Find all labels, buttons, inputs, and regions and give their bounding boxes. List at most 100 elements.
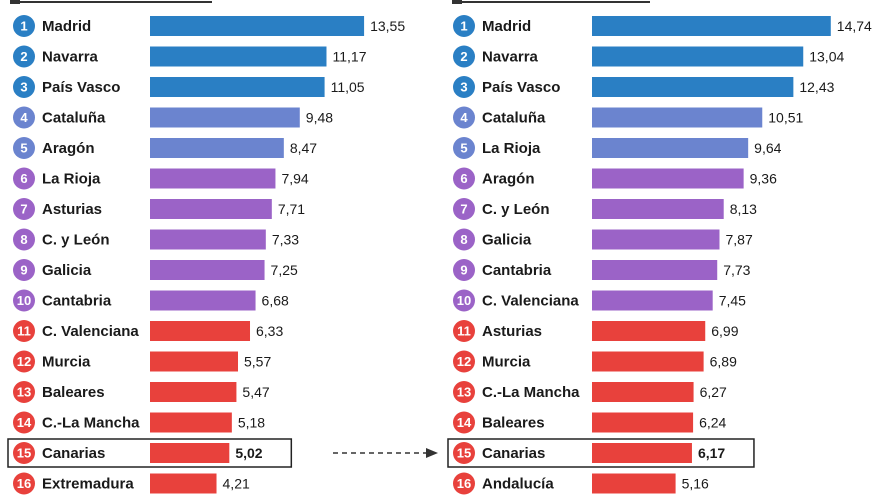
value-label: 6,27 [700,384,727,400]
rank-badge [453,167,475,190]
bar-row: 3 País Vasco 12,43 [453,76,835,98]
bar [592,199,724,219]
bar [592,443,692,463]
rank-number: 8 [20,232,27,247]
region-label: Madrid [42,18,91,35]
rank-number: 14 [17,415,32,430]
value-label: 6,33 [256,323,283,339]
region-label: Galicia [42,262,92,279]
rank-badge [453,137,475,159]
rank-number: 6 [20,171,27,186]
rank-badge [453,381,475,403]
bar [592,168,744,189]
bar-row: 12 Murcia 6,89 [453,350,737,373]
rank-number: 5 [460,141,467,156]
rank-number: 7 [20,202,27,217]
ranking-panel-1: 1 Madrid 13,55 2 Navarra 11,17 3 País Vasco 11,0… [7,0,405,495]
rank-badge [13,137,35,159]
bar-row: 6 La Rioja 7,94 [13,167,309,190]
bar [592,16,831,36]
value-label: 5,47 [242,384,269,400]
bar [150,321,251,341]
rank-badge [13,106,35,129]
rank-badge [13,442,35,464]
header-mark [10,0,20,4]
bar [150,260,265,280]
bar [150,199,272,219]
rank-badge [13,320,35,342]
bar-row: 4 Cataluña 9,48 [13,106,333,129]
region-label: C. Valenciana [482,293,579,310]
bar-row: 12 Murcia 5,57 [13,350,271,373]
bar [150,229,266,250]
bar-row: 14 C.-La Mancha 5,18 [13,411,265,434]
region-label: C. y León [482,201,550,218]
value-label: 13,04 [809,49,844,65]
bar-row: 7 Asturias 7,71 [13,198,305,220]
bar [150,412,232,433]
value-label: 7,33 [272,232,299,248]
comparison-arrow [333,448,438,458]
bar [592,46,804,67]
rank-number: 2 [20,49,27,64]
value-label: 7,71 [278,201,305,217]
rank-number: 4 [460,110,468,125]
bar-row: 1 Madrid 14,74 [453,15,872,37]
bar [592,351,704,372]
value-label: 6,24 [699,415,726,431]
bar-row: 14 Baleares 6,24 [453,411,727,434]
rank-badge [13,167,35,190]
region-label: Aragón [42,140,95,157]
region-label: C. y León [42,232,110,249]
bar-row: 13 C.-La Mancha 6,27 [453,381,727,403]
region-label: Navarra [42,49,99,66]
rank-number: 10 [17,293,31,308]
bar-row: 15 Canarias 5,02 [7,438,293,468]
bar-row: 5 La Rioja 9,64 [453,137,782,159]
value-label: 6,17 [698,445,725,461]
rank-number: 12 [457,354,471,369]
rank-number: 13 [17,385,31,400]
rank-badge [453,411,475,434]
bar-row: 6 Aragón 9,36 [453,167,777,190]
region-label: Cantabria [42,293,112,310]
bar [592,290,713,311]
bar [592,138,749,158]
rank-badge [453,442,475,464]
region-label: La Rioja [42,171,101,188]
region-label: La Rioja [482,140,541,157]
bar-row: 2 Navarra 11,17 [13,45,367,68]
bar [150,77,325,97]
value-label: 9,48 [306,110,333,126]
bar [592,260,718,280]
rank-number: 9 [460,263,467,278]
rank-number: 15 [457,446,471,461]
rank-number: 1 [460,19,467,34]
bar-row: 7 C. y León 8,13 [453,198,757,220]
bar [150,46,327,67]
bar [592,412,694,433]
bar-row: 9 Galicia 7,25 [13,259,298,281]
region-label: Murcia [482,354,531,371]
region-label: Extremadura [42,476,134,493]
value-label: 9,36 [750,171,777,187]
value-label: 4,21 [223,476,250,492]
value-label: 5,18 [238,415,265,431]
region-label: Andalucía [482,476,554,493]
value-label: 8,47 [290,140,317,156]
rank-badge [453,320,475,342]
value-label: 11,05 [331,79,365,95]
value-label: 9,64 [754,140,781,156]
value-label: 7,94 [281,171,308,187]
bar-row: 4 Cataluña 10,51 [453,106,804,129]
bar-row: 15 Canarias 6,17 [447,438,755,468]
value-label: 6,68 [262,293,289,309]
highlight-box [447,438,755,468]
rank-badge [13,259,35,281]
rank-badge [13,15,35,37]
rank-badge [13,381,35,403]
rank-badge [13,228,35,251]
rank-number: 9 [20,263,27,278]
bar [150,107,300,128]
bar-row: 5 Aragón 8,47 [13,137,317,159]
